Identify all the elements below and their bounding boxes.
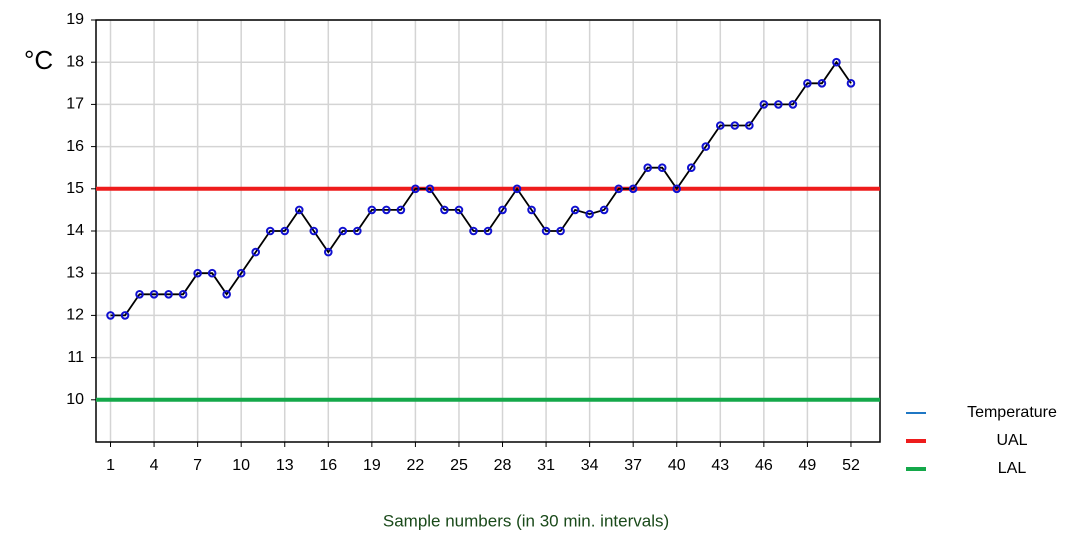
x-tick-label: 28 xyxy=(494,457,512,474)
y-tick-label: 14 xyxy=(66,222,84,239)
data-point xyxy=(643,163,653,172)
x-tick-label: 40 xyxy=(668,457,686,474)
data-point xyxy=(338,226,348,236)
data-point xyxy=(396,205,406,215)
y-tick-label: 11 xyxy=(67,349,84,366)
data-point xyxy=(570,205,580,215)
data-point xyxy=(207,268,217,278)
y-tick-label: 19 xyxy=(66,11,84,28)
data-point xyxy=(222,290,231,299)
data-point xyxy=(759,100,769,109)
data-point xyxy=(411,184,420,194)
x-tick-label: 31 xyxy=(537,457,555,474)
data-point xyxy=(280,226,290,236)
x-tick-label: 7 xyxy=(193,457,202,474)
data-point xyxy=(628,184,638,194)
data-point xyxy=(149,290,159,299)
data-point xyxy=(512,184,522,194)
data-point xyxy=(483,226,493,236)
data-point xyxy=(164,290,173,299)
data-point xyxy=(730,121,740,130)
x-tick-label: 22 xyxy=(407,457,425,474)
x-tick-label: 46 xyxy=(755,457,773,474)
x-tick-label: 4 xyxy=(150,457,159,474)
data-point xyxy=(425,184,435,194)
x-tick-label: 25 xyxy=(450,457,468,474)
x-tick-label: 19 xyxy=(363,457,381,474)
y-tick-label: 12 xyxy=(66,307,84,324)
data-point xyxy=(469,226,478,236)
x-tick-label: 16 xyxy=(319,457,337,474)
x-tick-label: 37 xyxy=(624,457,642,474)
legend-label: UAL xyxy=(996,432,1027,449)
data-point xyxy=(367,205,377,215)
data-point xyxy=(686,163,696,172)
plot-frame xyxy=(95,19,881,443)
data-point xyxy=(832,57,841,67)
x-tick-label: 1 xyxy=(106,457,115,474)
y-tick-label: 18 xyxy=(66,53,84,70)
data-point xyxy=(323,247,333,257)
y-axis-label: °C xyxy=(24,45,53,75)
data-point xyxy=(803,79,812,88)
x-tick-label: 49 xyxy=(799,457,817,474)
legend-label: LAL xyxy=(998,460,1027,477)
data-point xyxy=(527,205,536,215)
y-tick-label: 16 xyxy=(66,138,84,155)
data-point xyxy=(106,311,115,320)
y-tick-label: 10 xyxy=(66,391,84,408)
data-point xyxy=(614,184,623,194)
data-point xyxy=(788,100,798,109)
data-point xyxy=(353,226,362,236)
data-point xyxy=(774,100,783,109)
data-point xyxy=(498,205,507,215)
y-tick-label: 13 xyxy=(66,264,84,281)
data-point xyxy=(178,290,188,299)
data-point xyxy=(251,247,261,257)
data-point xyxy=(817,79,827,88)
x-tick-label: 52 xyxy=(842,457,860,474)
data-point xyxy=(309,226,319,236)
data-point xyxy=(454,205,464,215)
y-tick-label: 15 xyxy=(66,180,84,197)
x-axis-label: Sample numbers (in 30 min. intervals) xyxy=(383,511,669,530)
data-point xyxy=(599,205,609,215)
y-tick-label: 17 xyxy=(66,96,84,113)
data-point xyxy=(440,205,449,215)
x-tick-label: 13 xyxy=(276,457,294,474)
data-point xyxy=(715,121,725,130)
data-line xyxy=(110,60,852,317)
data-point xyxy=(382,205,391,215)
data-point xyxy=(585,209,594,219)
data-point xyxy=(541,226,551,236)
data-point xyxy=(135,290,144,299)
data-point xyxy=(701,142,711,151)
data-point xyxy=(657,163,667,172)
data-point xyxy=(120,311,130,320)
data-point xyxy=(193,268,202,278)
data-point xyxy=(745,121,754,130)
data-point xyxy=(294,205,304,215)
data-point xyxy=(672,184,682,194)
x-tick-label: 10 xyxy=(232,457,250,474)
data-point xyxy=(265,226,275,236)
data-point xyxy=(236,268,246,278)
data-point xyxy=(556,226,565,236)
legend-label: Temperature xyxy=(967,404,1057,421)
x-tick-label: 34 xyxy=(581,457,599,474)
x-tick-label: 43 xyxy=(711,457,729,474)
data-point xyxy=(846,79,856,88)
